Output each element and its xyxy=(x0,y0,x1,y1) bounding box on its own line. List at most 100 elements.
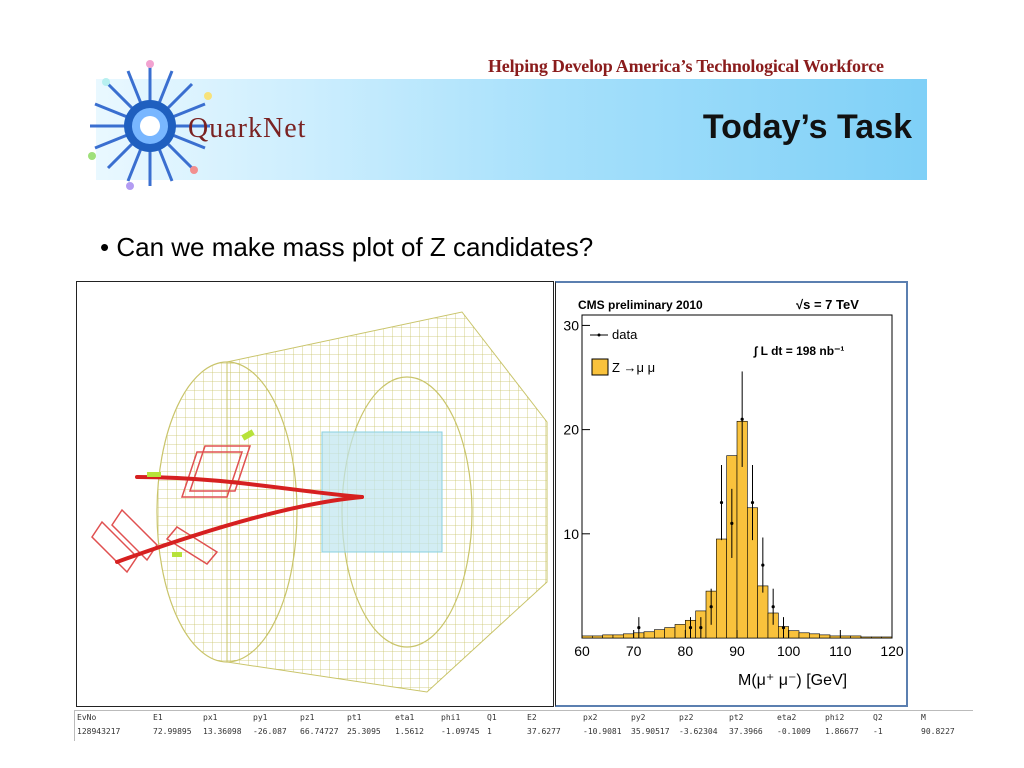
mass-plot-panel: CMS preliminary 2010 √s = 7 TeV 60 70 80 90… xyxy=(555,281,908,707)
y-tick-label: 10 xyxy=(563,526,579,542)
histogram-bar xyxy=(643,631,655,639)
header-banner xyxy=(96,79,927,180)
data-point xyxy=(688,625,693,630)
table-header-cell: EvNo xyxy=(77,713,97,722)
data-point xyxy=(750,500,755,505)
table-header-cell: M xyxy=(921,713,926,722)
y-tick-label: 30 xyxy=(563,317,579,333)
table-cell: -1 xyxy=(873,727,883,736)
muon-chambers xyxy=(91,445,252,574)
data-point xyxy=(781,625,786,630)
event-table: EvNo E1 px1 py1 pz1 pt1 eta1 phi1 Q1 E2 px2 py2 pz2 p… xyxy=(74,710,973,741)
histogram-bar xyxy=(716,538,727,639)
chart-title: CMS preliminary 2010 xyxy=(578,298,703,312)
histogram-bar xyxy=(840,635,851,639)
table-header-cell: phi2 xyxy=(825,713,845,722)
data-point xyxy=(699,625,703,630)
table-cell: 1 xyxy=(487,727,492,736)
bullet-text: Can we make mass plot of Z candidates? xyxy=(116,232,594,262)
legend-data-label: data xyxy=(612,327,638,342)
x-tick-label: 90 xyxy=(729,643,745,659)
table-cell: 37.6277 xyxy=(527,727,561,736)
bullet-marker: • xyxy=(100,232,110,262)
luminosity-label: ∫ L dt = 198 nb⁻¹ xyxy=(753,344,844,358)
table-cell: 13.36098 xyxy=(203,727,242,736)
table-cell: 1.86677 xyxy=(825,727,859,736)
table-cell: -3.62304 xyxy=(679,727,718,736)
table-header-cell: Q1 xyxy=(487,713,497,722)
y-tick-label: 20 xyxy=(563,422,579,438)
table-header-cell: E1 xyxy=(153,713,163,722)
data-point xyxy=(719,500,724,505)
x-tick-label: 110 xyxy=(829,643,852,659)
event-table-header: EvNo E1 px1 py1 pz1 pt1 eta1 phi1 Q1 E2 px2 py2 pz2 p… xyxy=(75,713,973,725)
data-point xyxy=(761,563,765,567)
table-header-cell: px1 xyxy=(203,713,218,722)
histogram-bar xyxy=(788,630,800,639)
table-cell: 90.8227 xyxy=(921,727,955,736)
table-header-cell: py1 xyxy=(253,713,268,722)
table-cell: 25.3095 xyxy=(347,727,381,736)
histogram-bar xyxy=(819,634,831,639)
histogram-bar xyxy=(757,585,769,639)
x-axis-label: M(μ⁺ μ⁻) [GeV] xyxy=(738,672,847,689)
x-tick-label: 100 xyxy=(777,643,801,659)
brand-name: QuarkNet xyxy=(188,113,307,144)
histogram-bar xyxy=(860,636,872,639)
data-points xyxy=(637,371,786,638)
table-cell: -10.9081 xyxy=(583,727,622,736)
table-cell: -1.09745 xyxy=(441,727,480,736)
histogram-bars xyxy=(581,420,893,639)
table-header-cell: pz1 xyxy=(300,713,315,722)
inner-tracker xyxy=(321,431,443,553)
table-header-cell: eta2 xyxy=(777,713,797,722)
detector-drawing xyxy=(91,311,548,693)
detector-endcap xyxy=(156,361,298,663)
table-cell: 72.99895 xyxy=(153,727,192,736)
muon-tracks xyxy=(115,475,364,564)
mass-histogram: CMS preliminary 2010 √s = 7 TeV 60 70 80 90… xyxy=(563,297,903,689)
x-tick-label: 80 xyxy=(678,643,694,659)
histogram-bar xyxy=(674,624,686,639)
bullet-item: • Can we make mass plot of Z candidates? xyxy=(100,232,593,263)
data-point xyxy=(730,521,734,525)
slide-title: Today’s Task xyxy=(702,108,912,146)
histogram-bar xyxy=(809,633,820,639)
table-header-cell: Q2 xyxy=(873,713,883,722)
table-header-cell: eta1 xyxy=(395,713,415,722)
table-header-cell: E2 xyxy=(527,713,537,722)
histogram-bar xyxy=(664,627,676,639)
table-header-cell: pt1 xyxy=(347,713,362,722)
table-header-cell: py2 xyxy=(631,713,646,722)
table-cell: -26.087 xyxy=(253,727,287,736)
histogram-bar xyxy=(654,629,665,639)
histogram-bar xyxy=(871,636,882,639)
histogram-bar xyxy=(592,635,603,639)
data-point xyxy=(637,625,641,630)
histogram-bar xyxy=(612,634,624,639)
histogram-bar xyxy=(581,635,593,639)
table-cell: 1.5612 xyxy=(395,727,424,736)
x-tick-label: 60 xyxy=(574,643,590,659)
table-header-cell: phi1 xyxy=(441,713,461,722)
table-cell: -0.1009 xyxy=(777,727,811,736)
legend-z-swatch xyxy=(591,358,609,376)
quarknet-logo xyxy=(88,60,212,190)
histogram-bar xyxy=(829,635,841,639)
data-point xyxy=(740,417,744,421)
data-point xyxy=(709,605,713,609)
axis-ticks: 60 70 80 90 100 110 120 10 20 30 xyxy=(563,317,903,659)
event-display xyxy=(76,281,554,707)
data-point xyxy=(771,605,775,609)
table-cell: 35.90517 xyxy=(631,727,670,736)
histogram-bar xyxy=(881,636,893,639)
event-table-row: 128943217 72.99895 13.36098 -26.087 66.74727… xyxy=(75,727,973,739)
table-cell: 128943217 xyxy=(77,727,121,736)
table-header-cell: px2 xyxy=(583,713,598,722)
table-cell: 37.3966 xyxy=(729,727,763,736)
table-header-cell: pz2 xyxy=(679,713,694,722)
legend-z-label: Z →μ μ xyxy=(612,360,655,375)
histogram-bar xyxy=(623,633,634,639)
histogram-bar xyxy=(850,635,862,639)
energy-label: √s = 7 TeV xyxy=(796,297,859,312)
